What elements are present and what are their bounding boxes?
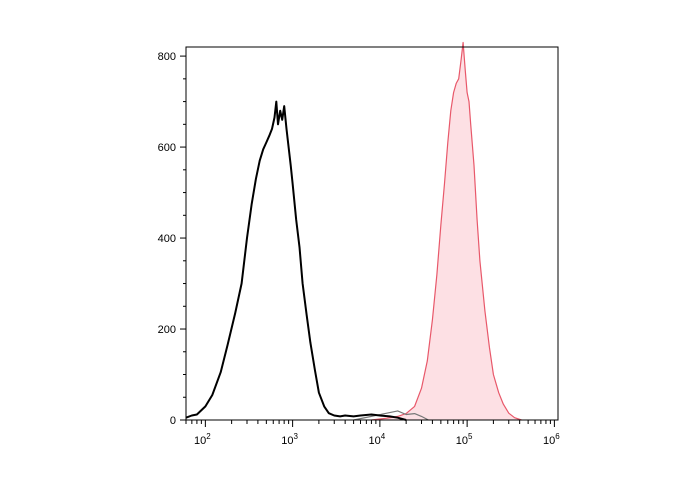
series-1-line [371, 41, 522, 421]
series-layer [185, 41, 522, 421]
y-tick-label: 600 [158, 142, 176, 154]
x-tick-label: 102 [194, 432, 211, 447]
series-0-line [185, 100, 407, 421]
series-1-area [371, 42, 522, 420]
x-tick-label: 105 [456, 432, 473, 447]
x-tick-label: 106 [543, 432, 560, 447]
x-tick-label: 104 [369, 432, 386, 447]
series-2-line [353, 410, 429, 421]
x-tick-label: 103 [281, 432, 298, 447]
y-tick-label: 0 [170, 415, 176, 427]
y-tick-label: 400 [158, 233, 176, 245]
plot-frame [185, 46, 559, 421]
y-tick-label: 200 [158, 324, 176, 336]
y-axis: 0 200 400 600 800 [158, 51, 186, 427]
y-tick-label: 800 [158, 51, 176, 63]
x-axis: 102 103 104 105 106 [185, 420, 560, 447]
